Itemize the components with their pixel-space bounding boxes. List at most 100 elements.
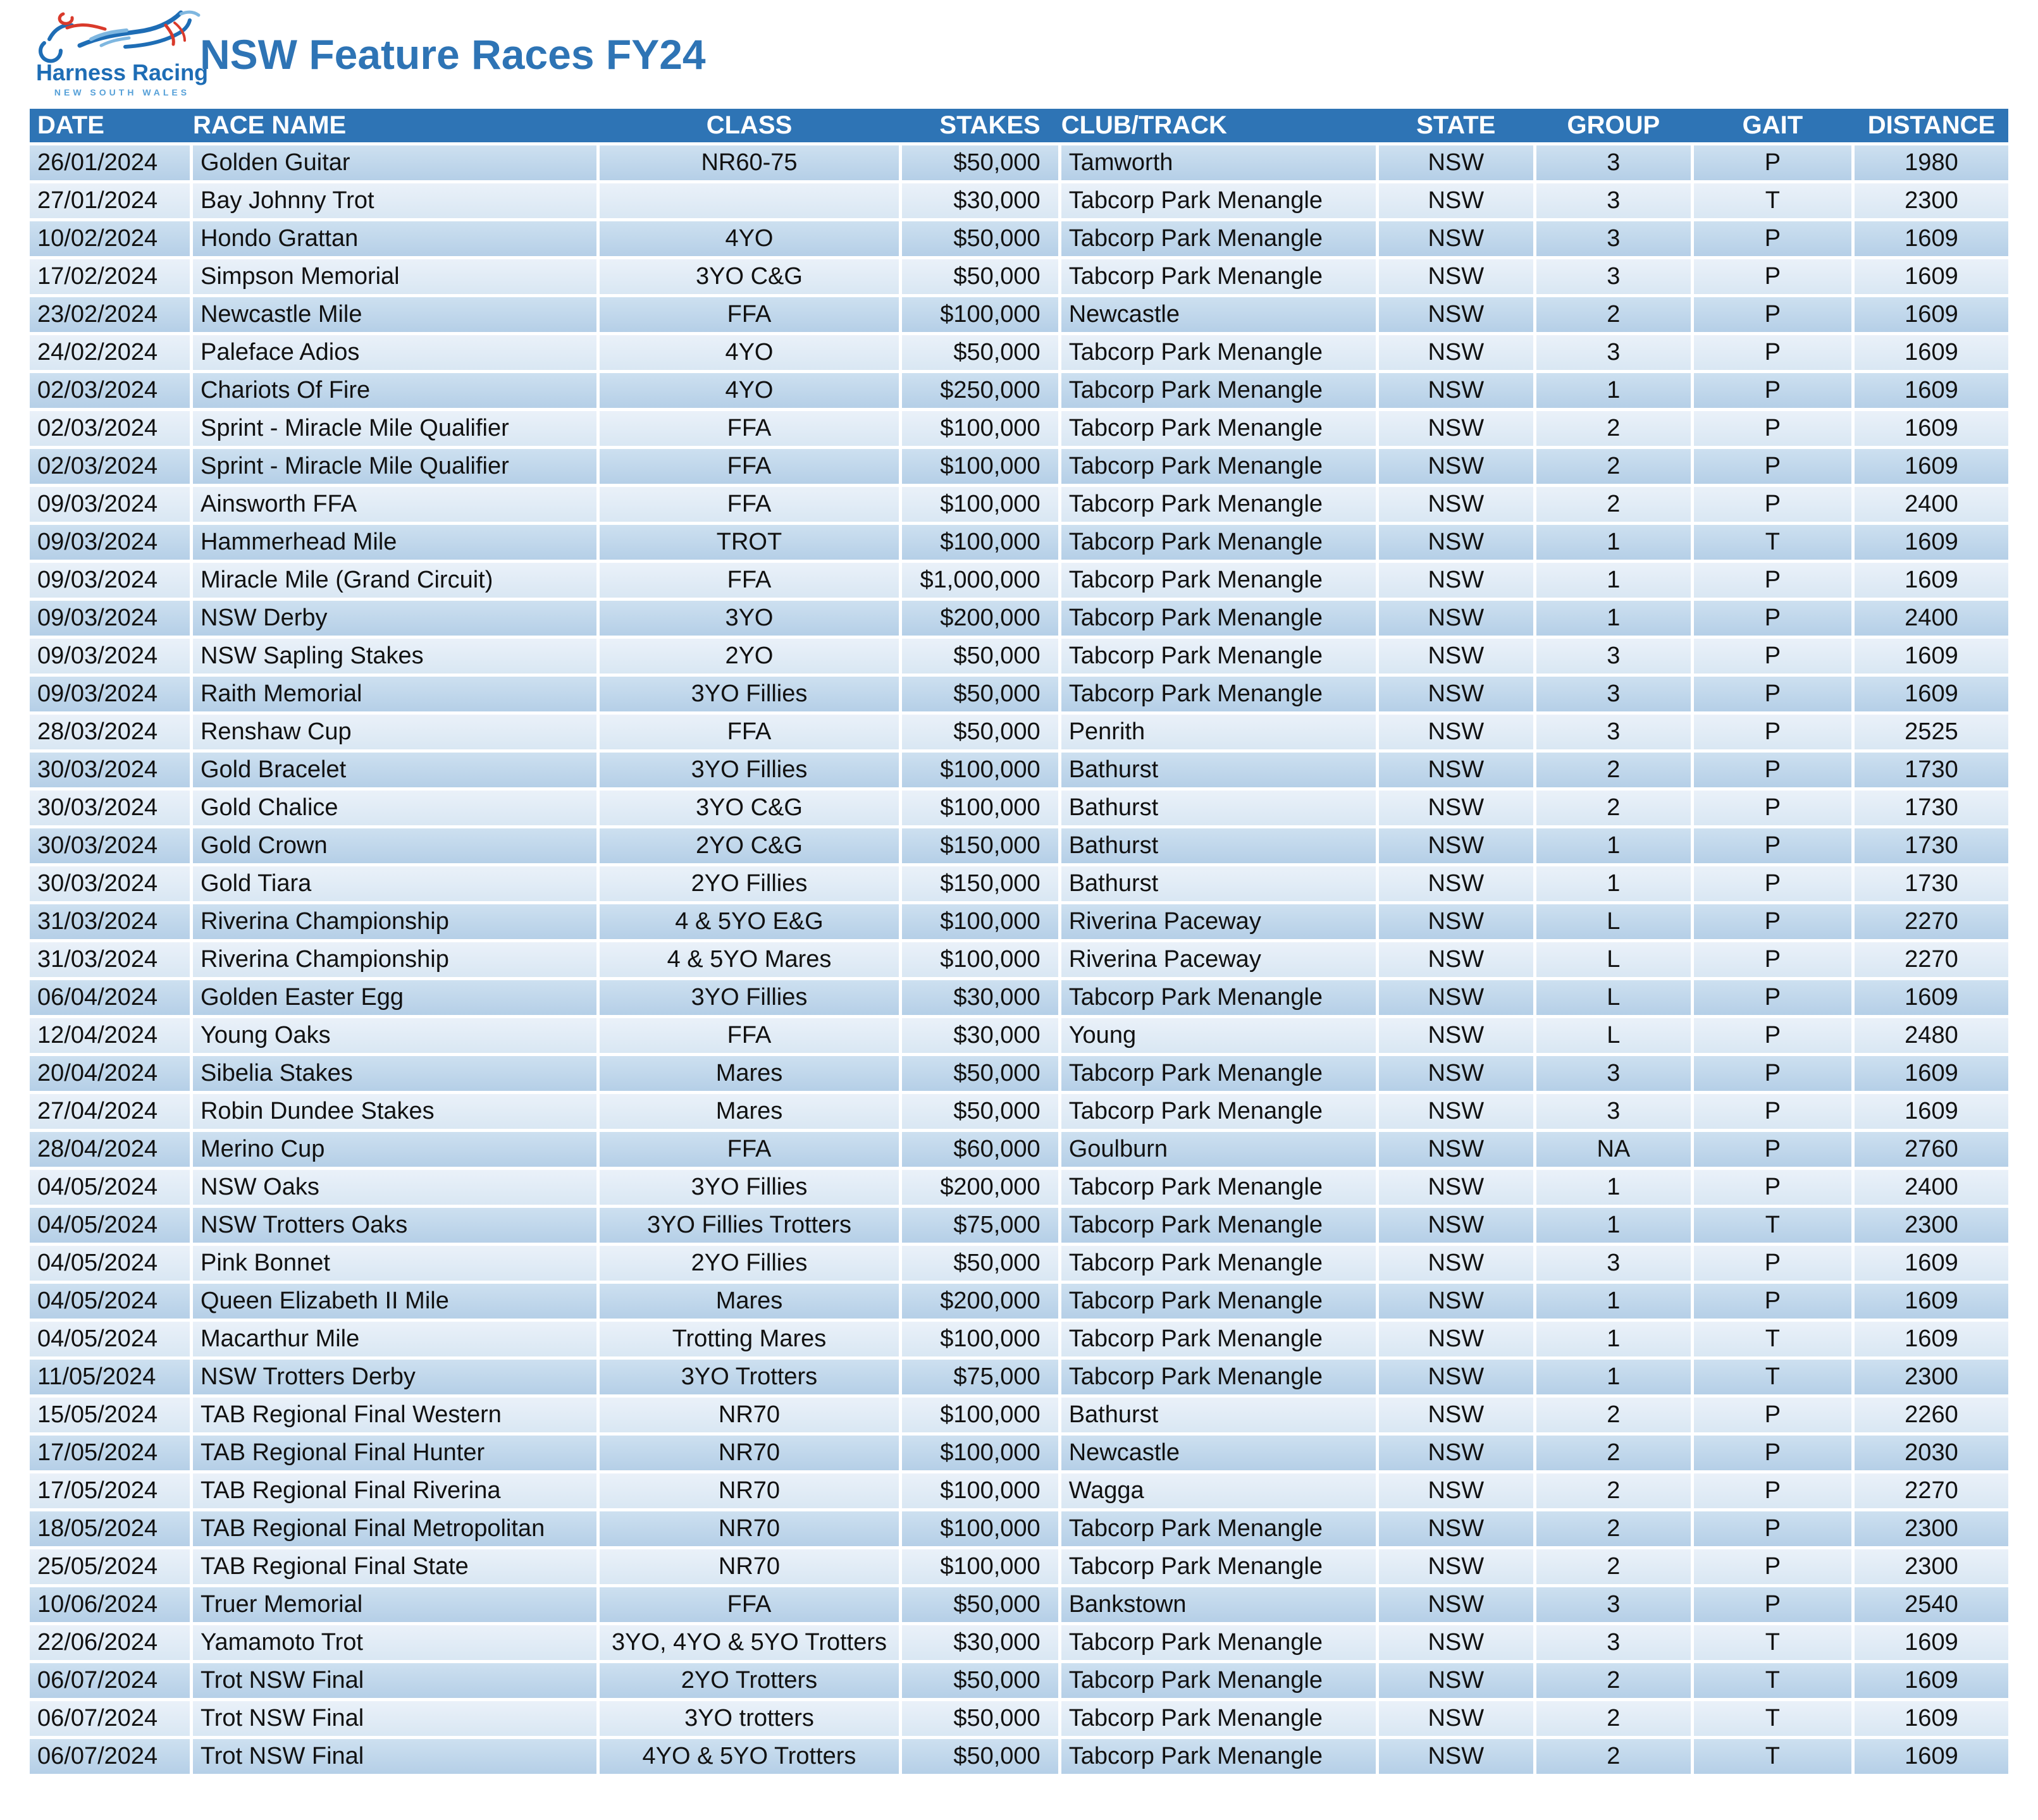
cell-state: NSW <box>1378 1322 1533 1356</box>
cell-class: NR60-75 <box>600 145 899 180</box>
cell-stakes: $100,000 <box>901 1398 1058 1432</box>
cell-date: 06/04/2024 <box>30 980 190 1015</box>
page-title: NSW Feature Races FY24 <box>200 31 706 78</box>
cell-gait: T <box>1693 1208 1851 1243</box>
cell-gait: P <box>1693 715 1851 749</box>
cell-group: 2 <box>1536 1436 1691 1470</box>
column-header-race-name: RACE NAME <box>189 109 597 142</box>
cell-group: 2 <box>1536 753 1691 787</box>
cell-group: 2 <box>1536 449 1691 484</box>
cell-gait: P <box>1693 1246 1851 1281</box>
cell-gait: P <box>1693 411 1851 446</box>
cell-stakes: $100,000 <box>901 487 1058 522</box>
cell-stakes: $200,000 <box>901 1170 1058 1205</box>
cell-club-track: Bathurst <box>1061 753 1376 787</box>
cell-distance: 2300 <box>1854 1549 2008 1584</box>
cell-club-track: Riverina Paceway <box>1061 904 1376 939</box>
cell-stakes: $50,000 <box>901 1701 1058 1736</box>
cell-state: NSW <box>1378 449 1533 484</box>
cell-date: 06/07/2024 <box>30 1739 190 1774</box>
cell-state: NSW <box>1378 1549 1533 1584</box>
cell-race-name: TAB Regional Final Hunter <box>192 1436 597 1470</box>
cell-gait: P <box>1693 1056 1851 1091</box>
cell-state: NSW <box>1378 1056 1533 1091</box>
cell-date: 04/05/2024 <box>30 1208 190 1243</box>
cell-stakes: $100,000 <box>901 411 1058 446</box>
cell-distance: 1609 <box>1854 1663 2008 1698</box>
column-header-gait: GAIT <box>1690 109 1851 142</box>
cell-club-track: Tabcorp Park Menangle <box>1061 1284 1376 1319</box>
cell-race-name: Sibelia Stakes <box>192 1056 597 1091</box>
cell-class: FFA <box>600 449 899 484</box>
cell-group: 3 <box>1536 259 1691 294</box>
cell-class: 2YO Trotters <box>600 1663 899 1698</box>
cell-gait: P <box>1693 1587 1851 1622</box>
cell-distance: 2400 <box>1854 487 2008 522</box>
cell-state: NSW <box>1378 1587 1533 1622</box>
cell-distance: 2270 <box>1854 904 2008 939</box>
cell-distance: 1980 <box>1854 145 2008 180</box>
cell-group: 2 <box>1536 1549 1691 1584</box>
cell-class: NR70 <box>600 1436 899 1470</box>
cell-race-name: Young Oaks <box>192 1018 597 1053</box>
cell-state: NSW <box>1378 145 1533 180</box>
cell-group: 2 <box>1536 1511 1691 1546</box>
cell-gait: P <box>1693 145 1851 180</box>
cell-state: NSW <box>1378 487 1533 522</box>
cell-stakes: $50,000 <box>901 1094 1058 1129</box>
cell-race-name: Robin Dundee Stakes <box>192 1094 597 1129</box>
cell-class: 4YO & 5YO Trotters <box>600 1739 899 1774</box>
cell-gait: P <box>1693 1170 1851 1205</box>
cell-stakes: $100,000 <box>901 753 1058 787</box>
cell-date: 10/02/2024 <box>30 221 190 256</box>
cell-state: NSW <box>1378 525 1533 560</box>
cell-race-name: Riverina Championship <box>192 942 597 977</box>
cell-gait: P <box>1693 1436 1851 1470</box>
cell-group: 1 <box>1536 1208 1691 1243</box>
cell-stakes: $50,000 <box>901 639 1058 673</box>
cell-date: 30/03/2024 <box>30 753 190 787</box>
cell-class: 3YO, 4YO & 5YO Trotters <box>600 1625 899 1660</box>
cell-gait: P <box>1693 790 1851 825</box>
cell-club-track: Tabcorp Park Menangle <box>1061 373 1376 408</box>
cell-class: 3YO Fillies <box>600 677 899 711</box>
cell-stakes: $1,000,000 <box>901 563 1058 598</box>
cell-stakes: $50,000 <box>901 145 1058 180</box>
cell-gait: P <box>1693 866 1851 901</box>
cell-date: 04/05/2024 <box>30 1170 190 1205</box>
cell-state: NSW <box>1378 980 1533 1015</box>
cell-club-track: Tabcorp Park Menangle <box>1061 1322 1376 1356</box>
column-header-state: STATE <box>1375 109 1533 142</box>
cell-distance: 2270 <box>1854 942 2008 977</box>
cell-club-track: Tabcorp Park Menangle <box>1061 411 1376 446</box>
cell-class: NR70 <box>600 1549 899 1584</box>
cell-date: 30/03/2024 <box>30 866 190 901</box>
cell-group: 3 <box>1536 221 1691 256</box>
cell-date: 22/06/2024 <box>30 1625 190 1660</box>
cell-group: 1 <box>1536 1360 1691 1394</box>
cell-club-track: Tabcorp Park Menangle <box>1061 1511 1376 1546</box>
cell-club-track: Tabcorp Park Menangle <box>1061 639 1376 673</box>
cell-race-name: NSW Sapling Stakes <box>192 639 597 673</box>
cell-class: 3YO Fillies <box>600 753 899 787</box>
cell-distance: 1730 <box>1854 790 2008 825</box>
cell-stakes: $50,000 <box>901 221 1058 256</box>
cell-gait: P <box>1693 980 1851 1015</box>
cell-date: 28/04/2024 <box>30 1132 190 1167</box>
cell-distance: 1609 <box>1854 1246 2008 1281</box>
cell-distance: 1609 <box>1854 411 2008 446</box>
cell-group: 1 <box>1536 866 1691 901</box>
cell-date: 02/03/2024 <box>30 373 190 408</box>
cell-date: 15/05/2024 <box>30 1398 190 1432</box>
column-header-group: GROUP <box>1533 109 1691 142</box>
cell-gait: P <box>1693 487 1851 522</box>
cell-state: NSW <box>1378 715 1533 749</box>
cell-group: 3 <box>1536 677 1691 711</box>
cell-state: NSW <box>1378 866 1533 901</box>
cell-race-name: Golden Guitar <box>192 145 597 180</box>
cell-stakes: $100,000 <box>901 904 1058 939</box>
cell-club-track: Tabcorp Park Menangle <box>1061 1701 1376 1736</box>
cell-group: 3 <box>1536 1625 1691 1660</box>
cell-club-track: Tabcorp Park Menangle <box>1061 677 1376 711</box>
cell-date: 27/01/2024 <box>30 183 190 218</box>
